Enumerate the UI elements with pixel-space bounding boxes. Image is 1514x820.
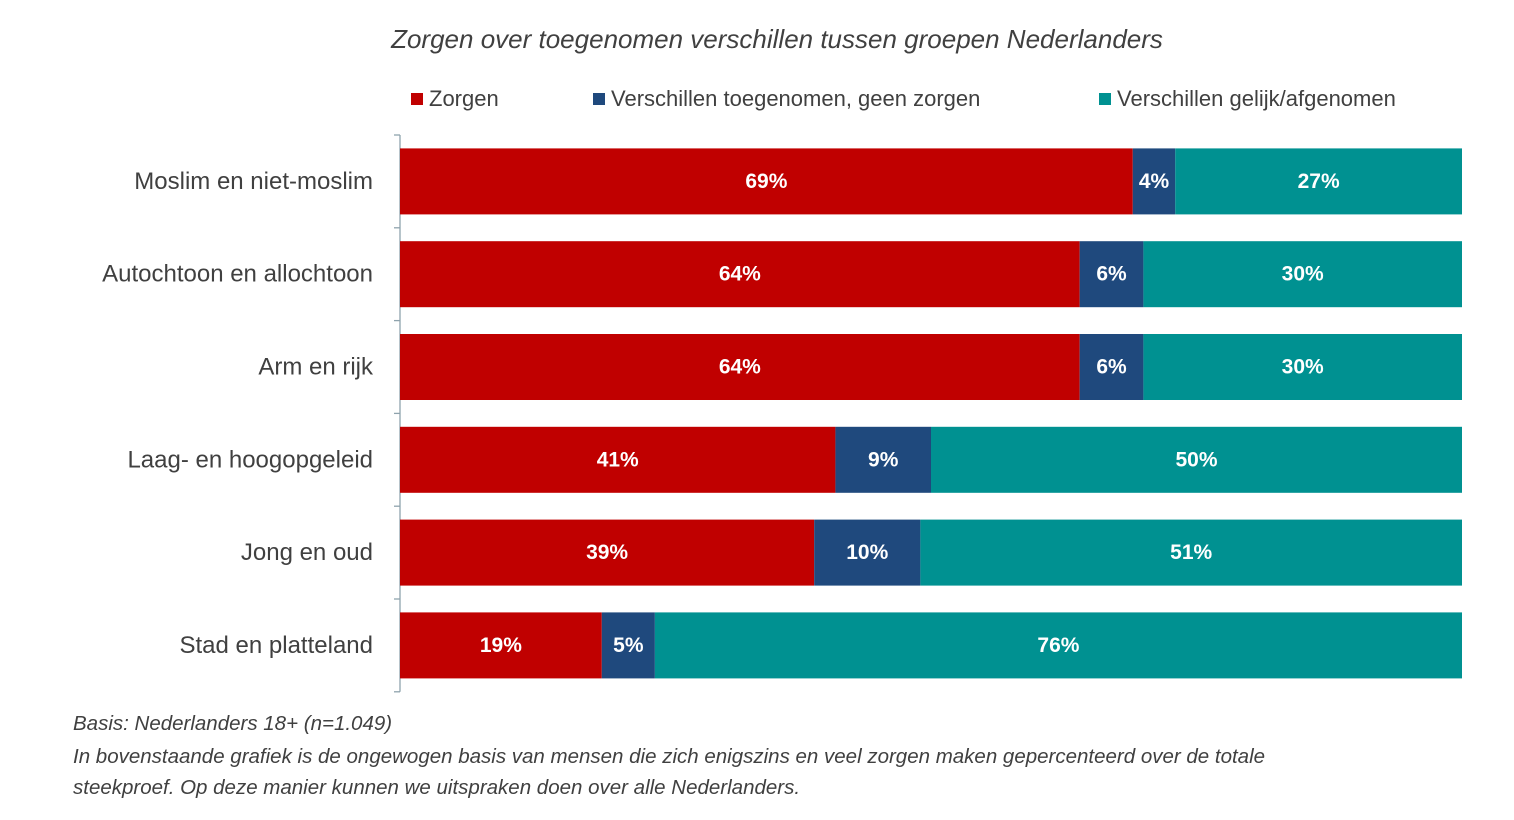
bar-segment <box>400 426 836 493</box>
bar-segment <box>835 426 931 493</box>
bar-value-label: 39% <box>586 541 628 564</box>
bar-value-label: 64% <box>719 356 761 379</box>
legend-label-geen-zorgen: Verschillen toegenomen, geen zorgen <box>611 86 981 111</box>
bar-segment <box>931 426 1462 493</box>
legend-swatch-geen-zorgen <box>593 93 605 105</box>
bar-value-label: 4% <box>1139 170 1170 193</box>
bar-value-label: 50% <box>1175 448 1217 471</box>
chart-title: Zorgen over toegenomen verschillen tusse… <box>391 24 1163 54</box>
bar-segment <box>1132 148 1176 215</box>
bar-value-label: 27% <box>1298 170 1340 193</box>
bar-segment <box>1175 148 1462 215</box>
bar-value-label: 6% <box>1096 263 1127 286</box>
bar-segment <box>1079 241 1144 308</box>
chart-legend: Zorgen Verschillen toegenomen, geen zorg… <box>0 86 1514 116</box>
category-labels: Moslim en niet-moslim Autochtoon en alloc… <box>102 168 374 659</box>
bar-value-label: 19% <box>480 634 522 657</box>
bar-value-label: 51% <box>1170 541 1212 564</box>
category-label: Stad en platteland <box>180 632 374 659</box>
bar-segment <box>1079 334 1144 400</box>
legend-item-geen-zorgen: Verschillen toegenomen, geen zorgen <box>593 86 980 112</box>
bar-value-label: 10% <box>846 541 888 564</box>
bar-segment <box>601 612 655 679</box>
category-label: Arm en rijk <box>258 354 374 381</box>
bar-segment <box>814 519 921 586</box>
legend-label-gelijk-afgenomen: Verschillen gelijk/afgenomen <box>1117 86 1396 111</box>
bar-value-label: 9% <box>868 448 899 471</box>
bar-segment <box>1143 334 1462 400</box>
bar-value-label: 64% <box>719 263 761 286</box>
bar-value-label: 5% <box>613 634 644 657</box>
bar-segment <box>654 612 1462 679</box>
bar-segment <box>400 334 1080 400</box>
bar-segment <box>1143 241 1462 308</box>
legend-item-gelijk-afgenomen: Verschillen gelijk/afgenomen <box>1099 86 1396 112</box>
bar-segment <box>400 519 815 586</box>
footnote-description-line-1: In bovenstaande grafiek is de ongewogen … <box>73 745 1266 768</box>
bar-segment <box>920 519 1462 586</box>
bar-value-label: 76% <box>1037 634 1079 657</box>
bar-value-label: 41% <box>597 448 639 471</box>
category-axis <box>394 134 401 693</box>
footnote-basis: Basis: Nederlanders 18+ (n=1.049) <box>73 712 393 735</box>
footnote-description-line-2: steekproef. Op deze manier kunnen we uit… <box>73 776 801 799</box>
category-label: Jong en oud <box>241 539 373 566</box>
bar-segment <box>400 148 1133 215</box>
legend-swatch-gelijk-afgenomen <box>1099 93 1111 105</box>
bar-value-label: 69% <box>745 170 787 193</box>
legend-item-zorgen: Zorgen <box>411 86 499 112</box>
category-label: Laag- en hoogopgeleid <box>127 446 373 473</box>
bar-value-label: 30% <box>1282 356 1324 379</box>
bar-value-label: 30% <box>1282 263 1324 286</box>
legend-label-zorgen: Zorgen <box>429 86 499 111</box>
category-label: Moslim en niet-moslim <box>134 168 373 195</box>
bar-value-label: 6% <box>1096 356 1127 379</box>
category-label: Autochtoon en allochtoon <box>102 261 373 288</box>
bar-segment <box>400 612 602 679</box>
bar-segment <box>400 241 1080 308</box>
legend-swatch-zorgen <box>411 93 423 105</box>
bars: 69% 4% 27% 64% 6% 30% 64% 6% 30% 41% 9% 50% 39% 10% 51… <box>400 148 1462 679</box>
